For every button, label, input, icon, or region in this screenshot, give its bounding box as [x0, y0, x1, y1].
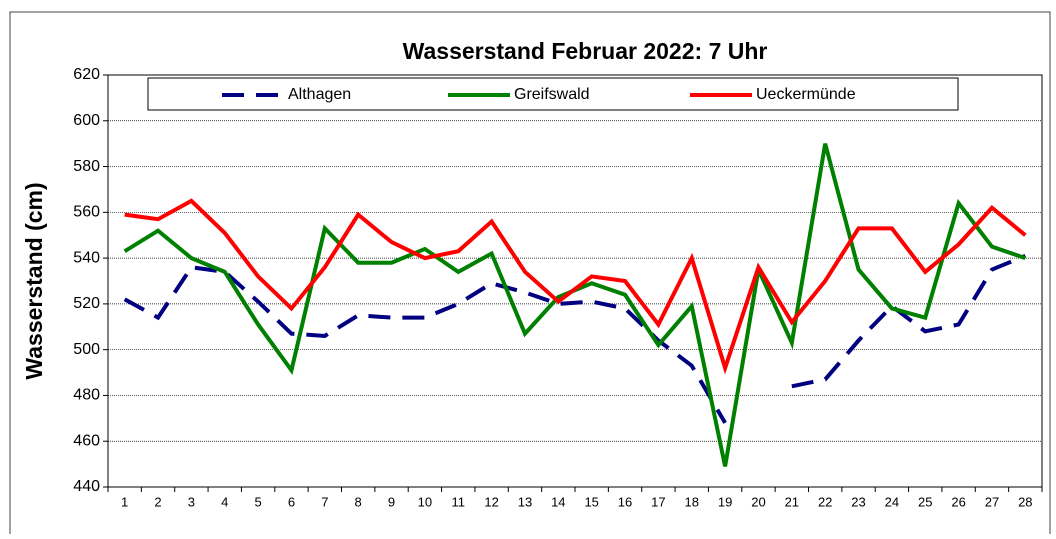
x-tick-label: 14	[551, 494, 565, 509]
y-tick-label: 620	[73, 66, 100, 83]
y-tick-label: 520	[73, 295, 100, 312]
legend-label: Ueckermünde	[756, 86, 856, 103]
x-tick-label: 19	[718, 494, 732, 509]
series-line	[123, 253, 1027, 424]
x-tick-label: 25	[918, 494, 932, 509]
series-line	[124, 198, 1027, 375]
y-tick-label: 560	[73, 204, 100, 221]
x-tick-label: 12	[484, 494, 498, 509]
x-tick-label: 24	[885, 494, 899, 509]
legend-label: Althagen	[288, 86, 351, 103]
x-tick-label: 20	[751, 494, 765, 509]
x-tick-label: 26	[951, 494, 965, 509]
x-tick-label: 10	[418, 494, 432, 509]
x-tick-label: 3	[188, 494, 195, 509]
x-tick-label: 7	[321, 494, 328, 509]
x-tick-label: 9	[388, 494, 395, 509]
x-tick-label: 27	[985, 494, 999, 509]
x-tick-label: 22	[818, 494, 832, 509]
chart-title: Wasserstand Februar 2022: 7 Uhr	[403, 38, 768, 64]
legend-label: Greifswald	[514, 86, 590, 103]
x-tick-label: 16	[618, 494, 632, 509]
legend-box	[147, 77, 959, 111]
x-tick-label: 23	[851, 494, 865, 509]
y-tick-label: 540	[73, 249, 100, 266]
y-tick-label: 600	[73, 112, 100, 129]
x-tick-label: 15	[584, 494, 598, 509]
y-tick-label: 500	[73, 341, 100, 358]
x-tick-label: 2	[154, 494, 161, 509]
x-tick-label: 18	[685, 494, 699, 509]
x-tick-label: 1	[121, 494, 128, 509]
y-tick-label: 440	[73, 478, 100, 495]
y-axis-label: Wasserstand (cm)	[21, 182, 47, 379]
x-tick-label: 6	[288, 494, 295, 509]
x-tick-label: 8	[355, 494, 362, 509]
y-tick-label: 480	[73, 387, 100, 404]
x-tick-label: 13	[518, 494, 532, 509]
x-tick-label: 28	[1018, 494, 1032, 509]
y-tick-label: 460	[73, 432, 100, 449]
x-tick-label: 4	[221, 494, 228, 509]
x-tick-label: 11	[452, 494, 466, 509]
x-tick-label: 21	[785, 494, 799, 509]
x-tick-label: 17	[651, 494, 665, 509]
y-tick-label: 580	[73, 158, 100, 175]
x-tick-label: 5	[254, 494, 261, 509]
